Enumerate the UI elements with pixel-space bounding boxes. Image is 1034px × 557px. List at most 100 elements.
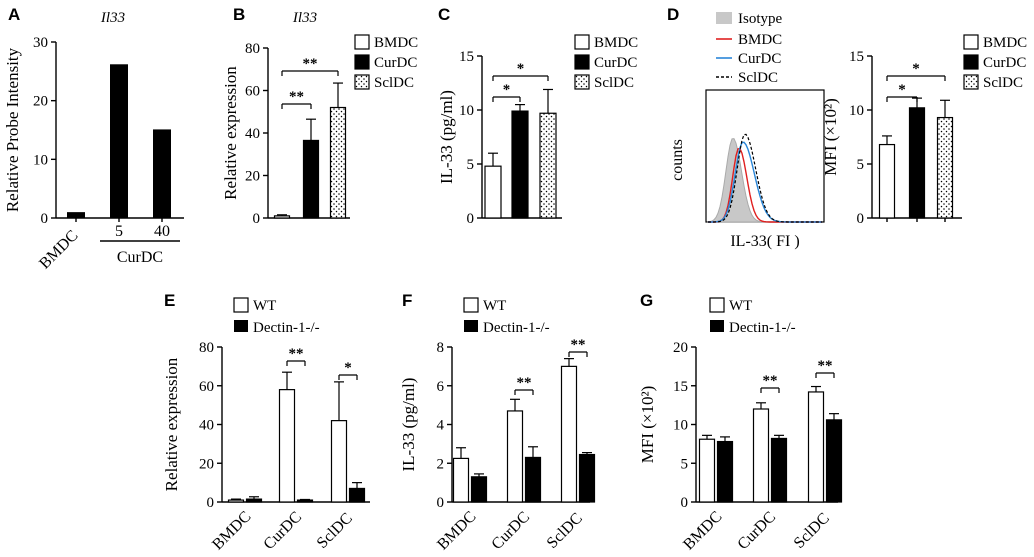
legend-label: SclDC bbox=[983, 75, 1023, 91]
legend-swatch bbox=[574, 74, 590, 90]
y-tick-label: 20 bbox=[199, 456, 214, 472]
y-tick-label: 2 bbox=[437, 456, 445, 472]
y-tick-label: 10 bbox=[33, 152, 48, 168]
significance-label: * bbox=[898, 82, 906, 98]
legend-label: WT bbox=[253, 298, 276, 314]
y-tick-label: 0 bbox=[437, 495, 445, 511]
legend-swatch bbox=[574, 34, 590, 50]
x-tick-label: 40 bbox=[154, 223, 170, 240]
y-tick-label: 5 bbox=[467, 157, 475, 173]
y-tick-label: 60 bbox=[245, 84, 260, 100]
y-tick-label: 80 bbox=[199, 340, 214, 356]
y-axis-label: Relative Probe Intensity bbox=[3, 47, 22, 212]
significance-label: * bbox=[503, 82, 511, 98]
legend-label: BMDC bbox=[738, 32, 782, 48]
x-tick-label: BMDC bbox=[680, 508, 725, 553]
significance-label: ** bbox=[571, 337, 586, 353]
bar bbox=[936, 116, 954, 219]
panel-label: F bbox=[402, 291, 412, 310]
bar bbox=[110, 64, 128, 218]
bar bbox=[329, 106, 347, 219]
scldc-curve bbox=[708, 133, 822, 223]
bar bbox=[908, 107, 926, 219]
significance-label: ** bbox=[289, 346, 304, 362]
x-tick-label: CurDC bbox=[260, 508, 305, 553]
gene-title-b: Il33 bbox=[292, 10, 317, 26]
y-tick-label: 6 bbox=[437, 379, 445, 395]
y-axis-label: Relative expression bbox=[162, 357, 181, 491]
y-tick-label: 0 bbox=[253, 211, 261, 227]
legend-label: WT bbox=[729, 298, 752, 314]
bar bbox=[302, 139, 320, 219]
bar bbox=[511, 110, 529, 219]
y-tick-label: 0 bbox=[207, 495, 215, 511]
significance-label: ** bbox=[303, 56, 318, 72]
y-tick-label: 5 bbox=[681, 456, 689, 472]
y-tick-label: 15 bbox=[459, 49, 474, 65]
gene-title-a: Il33 bbox=[100, 10, 125, 26]
y-tick-label: 5 bbox=[857, 157, 865, 173]
significance-label: ** bbox=[517, 375, 532, 391]
panel-label: G bbox=[640, 291, 653, 310]
panel-label: E bbox=[164, 291, 175, 310]
y-tick-label: 20 bbox=[673, 340, 688, 356]
y-tick-label: 8 bbox=[437, 340, 445, 356]
legend-swatch bbox=[354, 74, 370, 90]
bar bbox=[716, 440, 734, 503]
y-tick-label: 15 bbox=[673, 379, 688, 395]
y-axis-label: IL-33 (pg/ml) bbox=[399, 378, 418, 472]
significance-label: ** bbox=[763, 373, 778, 389]
y-tick-label: 40 bbox=[245, 126, 260, 142]
legend-swatch bbox=[710, 320, 724, 332]
bar bbox=[539, 112, 557, 219]
bar bbox=[470, 476, 488, 503]
bar bbox=[560, 365, 578, 503]
bar bbox=[348, 487, 366, 503]
x-tick-label: BMDC bbox=[209, 508, 254, 553]
x-tick-label: 5 bbox=[115, 223, 123, 240]
y-tick-label: 0 bbox=[41, 211, 49, 227]
bar bbox=[752, 408, 770, 503]
legend-label: BMDC bbox=[374, 35, 418, 51]
legend-label: SclDC bbox=[738, 70, 778, 86]
legend-swatch-isotype bbox=[716, 12, 732, 24]
y-tick-label: 0 bbox=[857, 211, 865, 227]
y-axis-label: Relative expression bbox=[221, 66, 240, 200]
bar bbox=[67, 212, 85, 218]
significance-label: * bbox=[517, 61, 525, 77]
bar bbox=[245, 498, 263, 503]
y-tick-label: 0 bbox=[681, 495, 689, 511]
significance-label: * bbox=[344, 360, 352, 376]
panel-label-c: C bbox=[438, 5, 450, 24]
x-tick-label: SclDC bbox=[314, 510, 356, 552]
significance-label: ** bbox=[818, 358, 833, 374]
bar bbox=[227, 499, 245, 503]
bar bbox=[524, 456, 542, 503]
y-tick-label: 60 bbox=[199, 379, 214, 395]
x-tick-label: SclDC bbox=[791, 510, 833, 552]
bar bbox=[770, 437, 788, 503]
bar bbox=[578, 453, 596, 503]
legend-swatch bbox=[963, 74, 979, 90]
legend-swatch bbox=[709, 297, 725, 313]
histogram-x-label: IL-33( FI ) bbox=[730, 233, 799, 250]
legend-label: Dectin-1-/- bbox=[729, 320, 796, 336]
x-tick-label: CurDC bbox=[734, 508, 779, 553]
bar bbox=[273, 215, 291, 219]
bar bbox=[878, 143, 896, 219]
y-tick-label: 10 bbox=[849, 103, 864, 119]
y-tick-label: 40 bbox=[199, 418, 214, 434]
legend-label: CurDC bbox=[374, 55, 417, 71]
legend-label: SclDC bbox=[594, 75, 634, 91]
bar bbox=[825, 419, 843, 503]
legend-swatch bbox=[354, 54, 370, 70]
panel-label-a: A bbox=[8, 5, 20, 24]
histogram-y-label: counts bbox=[669, 139, 686, 181]
legend-swatch bbox=[234, 320, 248, 332]
x-tick-label: BMDC bbox=[36, 227, 81, 272]
legend-swatch bbox=[574, 54, 590, 70]
legend-swatch bbox=[963, 34, 979, 50]
y-tick-label: 0 bbox=[467, 211, 475, 227]
y-tick-label: 80 bbox=[245, 41, 260, 57]
